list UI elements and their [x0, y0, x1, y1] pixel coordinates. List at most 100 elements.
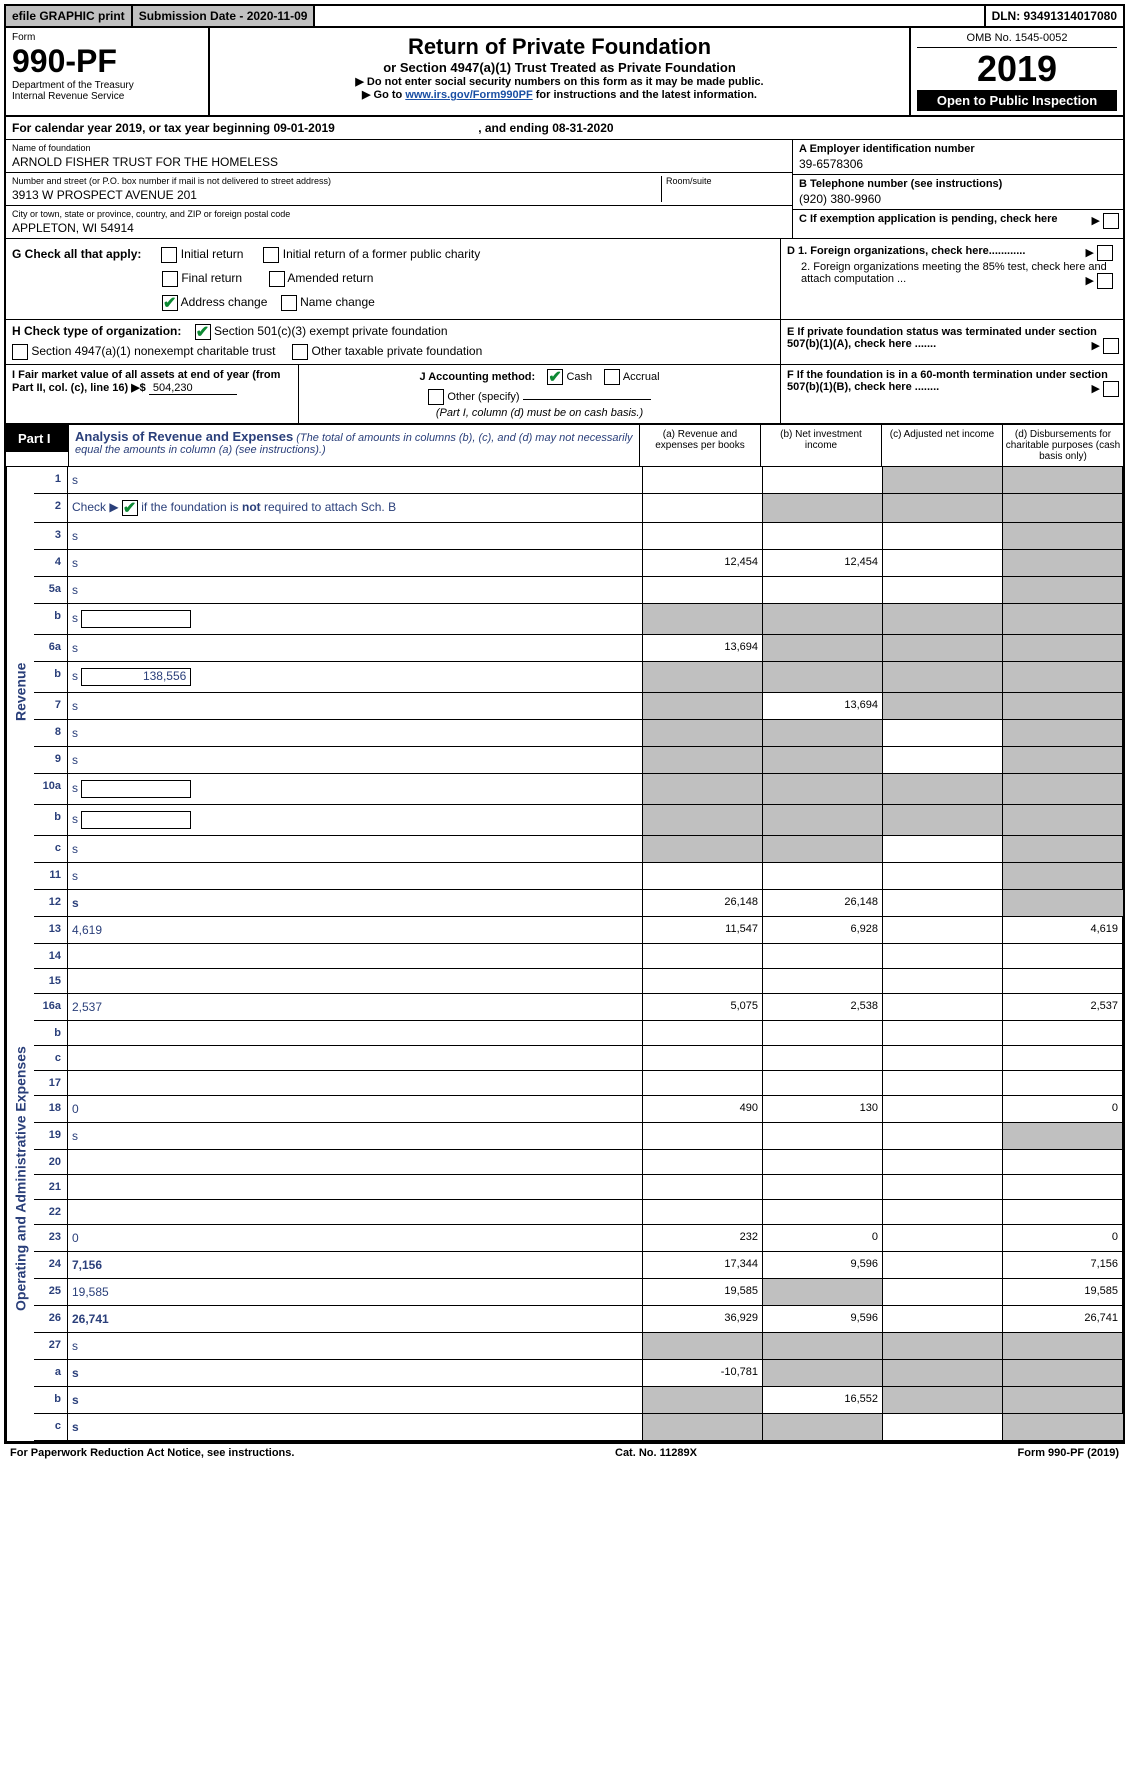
calendar-year-row: For calendar year 2019, or tax year begi… [6, 115, 1123, 140]
cell-d [1003, 969, 1123, 994]
row-number: b [34, 1387, 68, 1414]
dln: DLN: 93491314017080 [986, 6, 1123, 26]
row-number: 27 [34, 1333, 68, 1360]
instr-2: ▶ Go to www.irs.gov/Form990PF for instru… [216, 88, 903, 101]
f-checkbox[interactable] [1103, 381, 1119, 397]
row-description [68, 1046, 643, 1071]
row-description: s [68, 836, 643, 863]
info-grid: Name of foundation ARNOLD FISHER TRUST F… [6, 140, 1123, 239]
row-description [68, 1200, 643, 1225]
footer-left: For Paperwork Reduction Act Notice, see … [10, 1447, 294, 1459]
initial-former-checkbox[interactable] [263, 247, 279, 263]
d2-checkbox[interactable] [1097, 273, 1113, 289]
cell-d [1003, 1387, 1123, 1414]
h-501c3-checkbox[interactable] [195, 324, 211, 340]
c-checkbox[interactable] [1103, 213, 1119, 229]
row-number: 12 [34, 890, 68, 917]
row-number: c [34, 836, 68, 863]
cell-a [643, 1200, 763, 1225]
row-description: s 138,556 [68, 662, 643, 693]
ein-label: A Employer identification number [799, 143, 1117, 155]
name-change-checkbox[interactable] [281, 295, 297, 311]
revenue-side-label: Revenue [6, 467, 34, 917]
row-description: s [68, 747, 643, 774]
e-checkbox[interactable] [1103, 338, 1119, 354]
cell-d [1003, 550, 1123, 577]
cell-c [883, 805, 1003, 836]
cash-checkbox[interactable] [547, 369, 563, 385]
d2-label: 2. Foreign organizations meeting the 85%… [801, 261, 1107, 285]
h-other-checkbox[interactable] [292, 344, 308, 360]
cell-a [643, 693, 763, 720]
cell-a [643, 805, 763, 836]
cell-b: 16,552 [763, 1387, 883, 1414]
h-4947-checkbox[interactable] [12, 344, 28, 360]
row-description: s [68, 467, 643, 494]
d1-checkbox[interactable] [1097, 245, 1113, 261]
final-return-checkbox[interactable] [162, 271, 178, 287]
cell-a [643, 836, 763, 863]
cell-c [883, 1071, 1003, 1096]
row-description: s [68, 863, 643, 890]
form-number: 990-PF [12, 43, 202, 80]
row-number: 22 [34, 1200, 68, 1225]
row-description: s [68, 1123, 643, 1150]
other-method-checkbox[interactable] [428, 389, 444, 405]
cell-c [883, 635, 1003, 662]
address-change-checkbox[interactable] [162, 295, 178, 311]
cell-d [1003, 836, 1123, 863]
col-a-head: (a) Revenue and expenses per books [640, 425, 761, 467]
cell-a [643, 1175, 763, 1200]
row-description: 0 [68, 1096, 643, 1123]
row-description: s [68, 523, 643, 550]
cell-a [643, 467, 763, 494]
cell-d [1003, 1021, 1123, 1046]
row-number: 6a [34, 635, 68, 662]
row-description: s [68, 635, 643, 662]
cell-a: -10,781 [643, 1360, 763, 1387]
cell-d [1003, 1175, 1123, 1200]
ein-value: 39-6578306 [799, 155, 1117, 171]
accrual-checkbox[interactable] [604, 369, 620, 385]
city-label: City or town, state or province, country… [12, 209, 786, 219]
row-description: s [68, 890, 643, 917]
row-description: 19,585 [68, 1279, 643, 1306]
cell-a: 5,075 [643, 994, 763, 1021]
row-number: 26 [34, 1306, 68, 1333]
exemption-label: C If exemption application is pending, c… [799, 213, 1058, 225]
cell-b [763, 1175, 883, 1200]
cell-a [643, 604, 763, 635]
row-description: s [68, 774, 643, 805]
row-description [68, 969, 643, 994]
cell-a: 36,929 [643, 1306, 763, 1333]
cell-b [763, 805, 883, 836]
initial-return-checkbox[interactable] [161, 247, 177, 263]
e-label: E If private foundation status was termi… [787, 326, 1097, 350]
cell-d [1003, 523, 1123, 550]
row-description [68, 1021, 643, 1046]
cell-b [763, 1279, 883, 1306]
instr-1: ▶ Do not enter social security numbers o… [216, 75, 903, 88]
header: Form 990-PF Department of the Treasury I… [6, 28, 1123, 115]
cell-a: 490 [643, 1096, 763, 1123]
cell-a [643, 1387, 763, 1414]
cell-d: 19,585 [1003, 1279, 1123, 1306]
amended-return-checkbox[interactable] [269, 271, 285, 287]
cell-d [1003, 1200, 1123, 1225]
cell-d [1003, 1333, 1123, 1360]
cell-a: 17,344 [643, 1252, 763, 1279]
cell-a: 19,585 [643, 1279, 763, 1306]
cell-b [763, 944, 883, 969]
cell-c [883, 994, 1003, 1021]
irs-link[interactable]: www.irs.gov/Form990PF [405, 89, 532, 101]
form-label: Form [12, 32, 202, 43]
cell-d [1003, 1360, 1123, 1387]
cell-a [643, 969, 763, 994]
cell-d: 0 [1003, 1096, 1123, 1123]
row-number: 16a [34, 994, 68, 1021]
cell-c [883, 1046, 1003, 1071]
cell-b: 13,694 [763, 693, 883, 720]
part-badge: Part I [6, 425, 68, 452]
phone-label: B Telephone number (see instructions) [799, 178, 1117, 190]
name-label: Name of foundation [12, 143, 786, 153]
